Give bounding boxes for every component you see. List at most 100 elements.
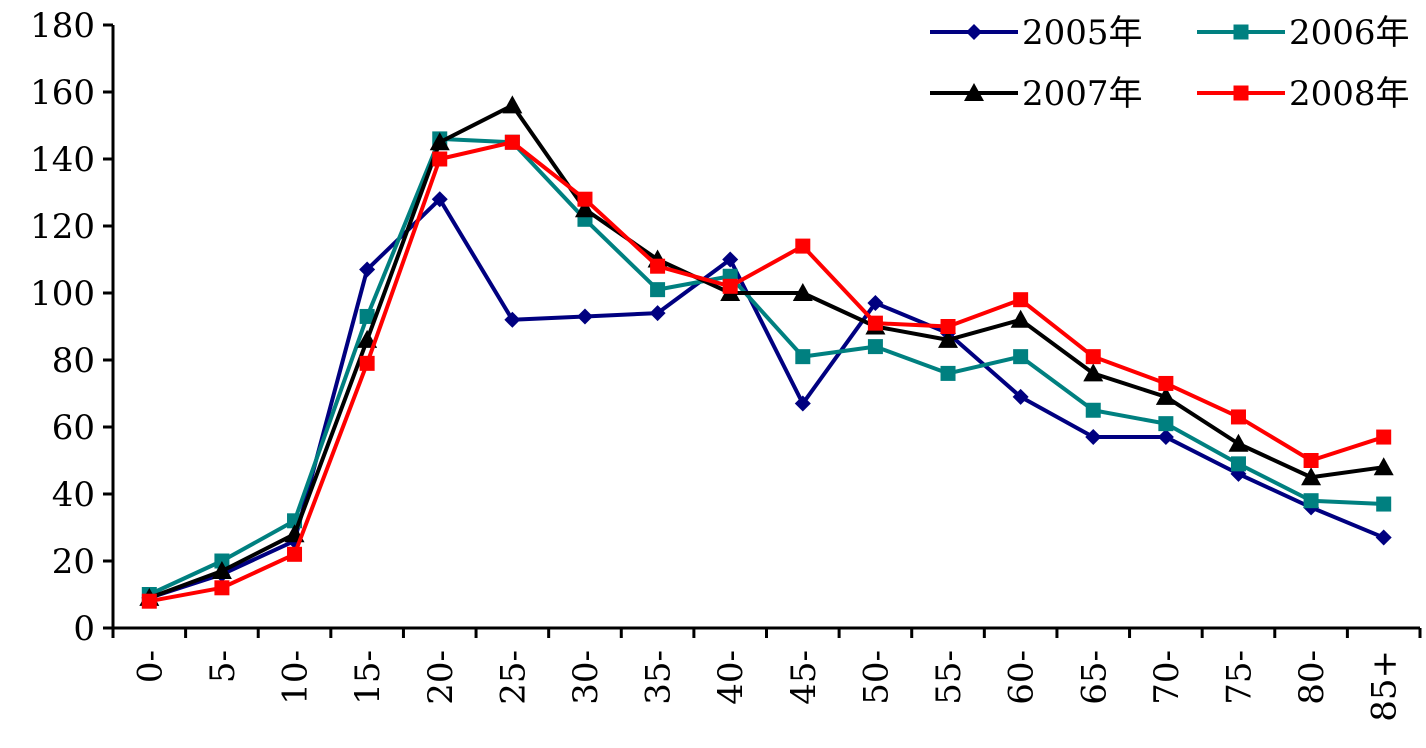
data-point <box>141 593 157 609</box>
legend-item: 2005年 <box>930 13 1143 53</box>
x-tick-label: 65- <box>1074 650 1114 705</box>
data-point <box>1158 416 1174 432</box>
legend-label: 2005年 <box>1022 13 1143 53</box>
x-tick-label: 20- <box>421 650 461 705</box>
x-tick-label: 15- <box>348 650 388 705</box>
legend-label: 2006年 <box>1289 13 1410 53</box>
y-tick-label: 0 <box>73 609 95 649</box>
data-point <box>1375 529 1392 546</box>
data-point <box>432 151 448 167</box>
data-point <box>722 251 739 268</box>
data-point <box>214 553 230 569</box>
data-point <box>1228 433 1249 452</box>
data-point <box>1158 375 1174 391</box>
data-point <box>792 283 813 301</box>
legend-marker <box>1233 24 1249 40</box>
series-line <box>148 140 1385 604</box>
data-point <box>1376 496 1392 512</box>
data-point <box>1085 402 1101 418</box>
y-tick-label: 100 <box>30 274 95 314</box>
data-point <box>1230 409 1246 425</box>
x-tick-label: 45- <box>784 650 824 705</box>
data-point <box>504 134 520 150</box>
legend-item: 2006年 <box>1197 13 1410 53</box>
data-point <box>795 238 811 254</box>
series-3 <box>141 134 1392 609</box>
x-tick-label: 35- <box>639 650 679 705</box>
x-tick-label: 70- <box>1147 650 1187 705</box>
x-tick-label: 0- <box>130 650 170 683</box>
data-point <box>795 349 811 365</box>
series-0 <box>141 191 1392 606</box>
legend-item: 2008年 <box>1197 74 1410 114</box>
y-tick-label: 160 <box>30 73 95 113</box>
data-point <box>1010 309 1031 328</box>
x-tick-label: 25- <box>493 650 533 705</box>
legend-label: 2008年 <box>1289 74 1410 114</box>
data-point <box>1376 429 1392 445</box>
series-2 <box>139 95 1394 606</box>
x-tick-label: 85+ <box>1365 650 1405 722</box>
x-tick-label: 10- <box>276 650 316 705</box>
series-line <box>148 136 1384 597</box>
data-point <box>211 561 232 580</box>
data-point <box>1373 457 1394 476</box>
data-point <box>649 305 666 322</box>
legend-label: 2007年 <box>1022 74 1143 114</box>
series-layer <box>139 95 1394 609</box>
data-point <box>359 261 376 278</box>
legend-item: 2007年 <box>930 74 1143 114</box>
data-point <box>938 329 959 348</box>
data-point <box>504 311 521 328</box>
y-tick-label: 20 <box>52 542 95 582</box>
y-tick-label: 40 <box>52 475 95 515</box>
data-point <box>214 580 230 596</box>
legend-marker <box>964 83 984 101</box>
data-point <box>722 278 738 294</box>
x-tick-label: 80- <box>1292 650 1332 705</box>
legend-marker <box>966 24 982 40</box>
data-point <box>1303 493 1319 509</box>
data-point <box>867 339 883 355</box>
series-1 <box>141 131 1392 602</box>
data-point <box>867 295 884 312</box>
data-point <box>576 308 593 325</box>
axes: 0 20 40 60 80 100 120 140 160 180 0- 5- 10- 15- 20- 25-… <box>30 6 1422 722</box>
x-tick-label: 30- <box>566 650 606 705</box>
data-point <box>650 258 666 274</box>
y-tick-label: 60 <box>52 408 95 448</box>
y-tick-label: 120 <box>30 207 95 247</box>
data-point <box>1303 453 1319 468</box>
data-point <box>867 315 883 331</box>
y-tick-label: 140 <box>30 140 95 180</box>
data-point <box>287 546 303 562</box>
data-point <box>1013 349 1029 365</box>
legend-marker <box>1233 85 1249 101</box>
series-line <box>148 103 1384 600</box>
legend: 2005年 2006年 2007年 2008年 <box>930 13 1410 114</box>
data-point <box>1155 386 1176 405</box>
x-tick-label: 5- <box>203 650 243 683</box>
data-point <box>1085 429 1102 446</box>
data-point <box>940 319 956 334</box>
data-point <box>431 191 448 208</box>
data-point <box>650 282 666 298</box>
data-point <box>1157 429 1174 446</box>
y-tick-label: 180 <box>30 6 95 46</box>
data-point <box>577 191 593 207</box>
data-point <box>1013 292 1029 308</box>
data-point <box>1301 467 1322 486</box>
data-point <box>794 395 811 412</box>
y-tick-label: 80 <box>52 341 95 381</box>
data-point <box>940 365 956 381</box>
data-point <box>359 355 375 371</box>
x-tick-label: 75- <box>1219 650 1259 705</box>
x-tick-label: 50- <box>856 650 896 705</box>
x-tick-label: 55- <box>929 650 969 705</box>
data-point <box>1012 388 1029 405</box>
data-point <box>1083 363 1104 382</box>
x-tick-label: 60- <box>1002 650 1042 705</box>
x-tick-label: 40- <box>711 650 751 705</box>
data-point <box>574 199 595 218</box>
